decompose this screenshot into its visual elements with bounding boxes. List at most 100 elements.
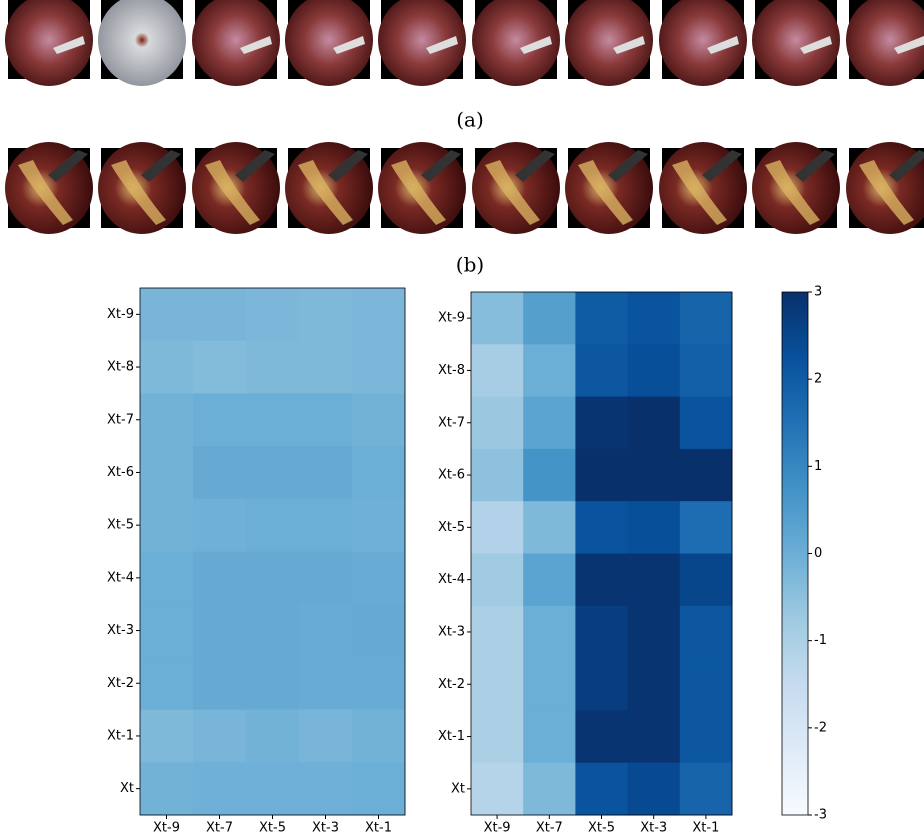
heatmap-cell xyxy=(140,709,194,763)
heatmap-cell xyxy=(352,498,406,552)
heatmap-cell xyxy=(352,446,406,500)
heatmap-cell xyxy=(679,605,733,659)
heatmap-cell xyxy=(299,762,353,816)
heatmap-cell xyxy=(679,553,733,607)
fat-tissue xyxy=(765,160,820,225)
heatmap-cell xyxy=(471,710,524,764)
heatmap-cell xyxy=(679,501,733,554)
frame-scene xyxy=(378,0,466,86)
x-tick-label: Xt-7 xyxy=(206,821,233,836)
y-tick-label: Xt-2 xyxy=(107,676,134,691)
heatmap-cell xyxy=(193,393,247,447)
instrument xyxy=(894,36,924,54)
heatmap-cell xyxy=(352,762,406,816)
heatmap-cell xyxy=(246,709,300,763)
heatmap-cell xyxy=(575,553,629,607)
instrument xyxy=(520,36,552,54)
heatmap-cell xyxy=(246,604,300,658)
heatmap-cell xyxy=(679,448,733,502)
heatmap-cell xyxy=(352,656,406,711)
heatmap-cell xyxy=(299,604,353,658)
instrument xyxy=(48,150,88,182)
heatmap-cell xyxy=(471,501,524,554)
colorbar-tick-label: -1 xyxy=(814,633,827,648)
heatmap-cell xyxy=(140,446,194,500)
x-tick-label: Xt-5 xyxy=(259,821,286,836)
heatmap-cell xyxy=(679,292,733,345)
heatmap-cell xyxy=(523,448,576,502)
fat-tissue xyxy=(485,160,540,225)
instrument xyxy=(613,36,645,54)
heatmap-cell xyxy=(679,396,733,450)
heatmap-cell xyxy=(193,604,247,658)
heatmap-cell xyxy=(299,656,353,711)
frame-scene xyxy=(472,0,560,86)
heatmap-cell xyxy=(575,605,629,659)
heatmap-cell xyxy=(140,551,194,605)
frame-scene xyxy=(98,0,186,86)
heatmap-cell xyxy=(352,551,406,605)
x-tick-label: Xt-1 xyxy=(365,821,392,836)
x-tick-label: Xt-7 xyxy=(536,821,563,836)
heatmap-cell xyxy=(679,762,733,816)
instrument xyxy=(702,150,742,182)
x-tick-label: Xt-9 xyxy=(484,821,511,836)
heatmap-cell xyxy=(246,288,300,342)
y-tick-label: Xt-2 xyxy=(438,677,465,692)
heatmap-cell xyxy=(471,605,524,659)
heatmap-cell xyxy=(523,501,576,554)
fat-tissue xyxy=(205,160,260,225)
heatmap-cell xyxy=(575,344,629,398)
heatmap-cell xyxy=(352,288,406,342)
heatmap-cell xyxy=(140,762,194,816)
y-tick-label: Xt xyxy=(120,781,134,796)
heatmap-cell xyxy=(193,446,247,500)
y-tick-label: Xt-3 xyxy=(438,624,465,639)
heatmap-cell xyxy=(575,448,629,502)
instrument xyxy=(795,150,835,182)
y-tick-label: Xt-4 xyxy=(107,570,134,585)
heatmap-cell xyxy=(140,498,194,552)
colorbar-tick-label: 1 xyxy=(814,459,822,474)
instrument xyxy=(328,150,368,182)
fat-tissue xyxy=(298,160,353,225)
heatmap-cell xyxy=(523,396,576,450)
frame-scene xyxy=(752,0,840,86)
heatmap-cell xyxy=(575,396,629,450)
y-tick-label: Xt-8 xyxy=(438,363,465,378)
y-tick-label: Xt-6 xyxy=(107,465,134,480)
instrument xyxy=(608,150,648,182)
heatmap-cell xyxy=(679,658,733,711)
colorbar-tick-label: -2 xyxy=(814,720,827,735)
heatmap-cell xyxy=(299,498,353,552)
heatmap-cell xyxy=(627,344,681,398)
heatmap-cell xyxy=(523,605,576,659)
heatmap-cell xyxy=(299,709,353,763)
instrument xyxy=(421,150,461,182)
y-tick-label: Xt-6 xyxy=(438,468,465,483)
heatmap-cell xyxy=(352,604,406,658)
heatmap-cell xyxy=(246,340,300,394)
heatmap-cell xyxy=(299,551,353,605)
heatmap-cell xyxy=(193,288,247,342)
colorbar xyxy=(781,291,809,816)
heatmap-cell xyxy=(193,340,247,394)
frame-scene xyxy=(846,0,924,86)
colorbar-tick-label: 3 xyxy=(814,285,822,300)
heatmap-cell xyxy=(471,344,524,398)
heatmap-cell xyxy=(523,553,576,607)
instrument xyxy=(240,36,272,54)
instrument xyxy=(707,36,739,54)
heatmap-cell xyxy=(627,710,681,764)
fat-tissue xyxy=(391,160,446,225)
heatmap-cell xyxy=(140,393,194,447)
x-tick-label: Xt-5 xyxy=(588,821,615,836)
y-tick-label: Xt-7 xyxy=(438,415,465,430)
heatmap-cell xyxy=(679,710,733,764)
caption: (a) xyxy=(456,108,484,132)
heatmap-cell xyxy=(575,762,629,816)
y-tick-label: Xt-3 xyxy=(107,623,134,638)
heatmap-cell xyxy=(246,656,300,711)
y-tick-label: Xt-5 xyxy=(107,518,134,533)
